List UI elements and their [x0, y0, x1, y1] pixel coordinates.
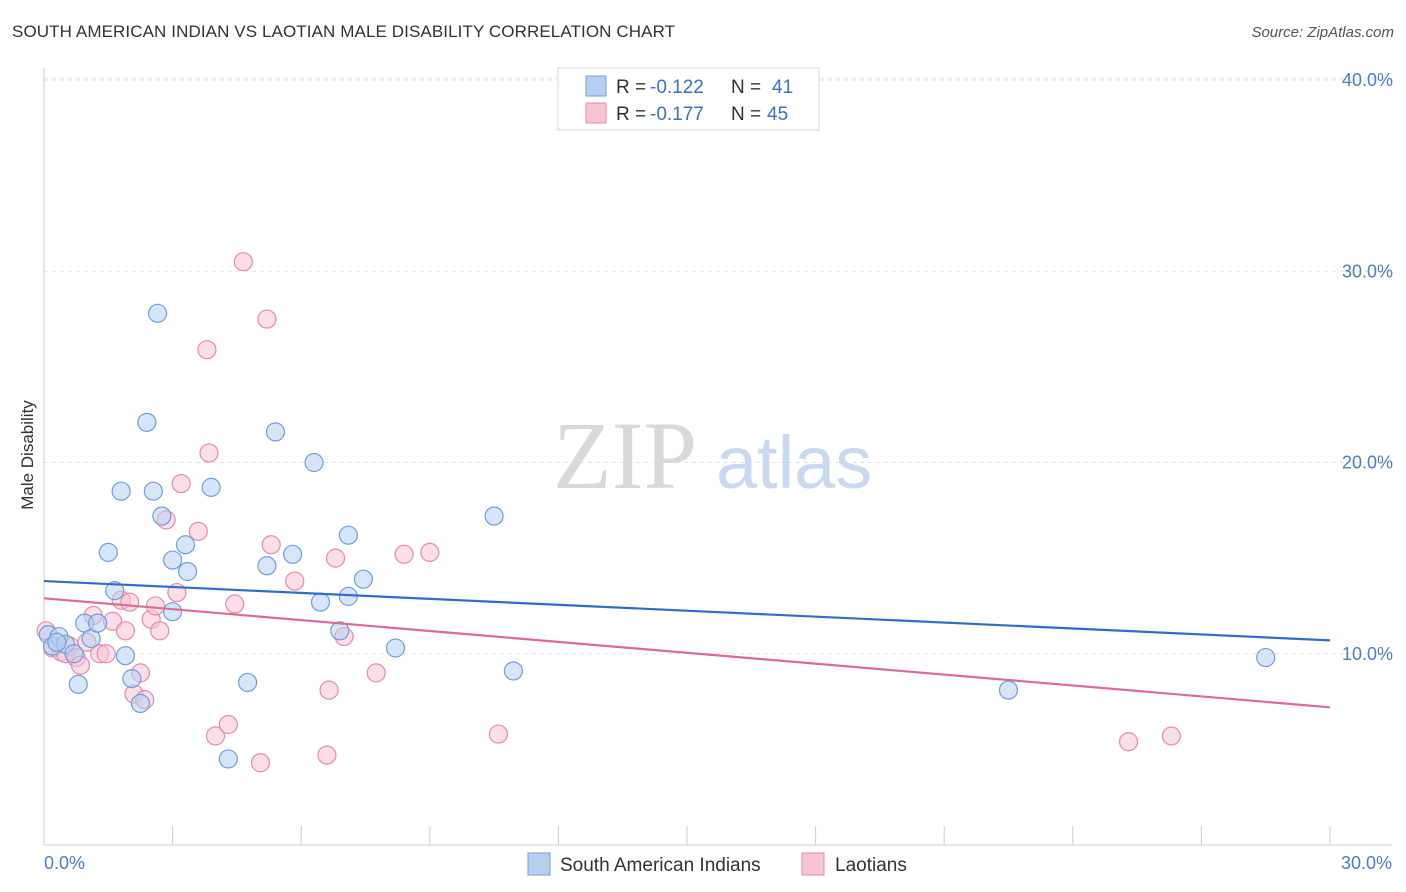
point-south-american-indians	[105, 581, 125, 601]
point-south-american-indians	[503, 661, 523, 681]
point-south-american-indians	[265, 422, 286, 442]
point-laotians	[325, 548, 346, 568]
point-laotians	[197, 340, 217, 360]
point-laotians	[225, 594, 245, 614]
legend-n-value-2: 45	[767, 104, 788, 125]
gridlines	[44, 77, 1392, 655]
point-south-american-indians	[330, 621, 350, 641]
legend-r-label-1: R =	[616, 77, 646, 98]
legend-n-value-1: 41	[772, 77, 793, 98]
y-tick-label-40: 40.0%	[1342, 70, 1393, 90]
point-laotians	[205, 726, 226, 746]
stats-legend: R = -0.122 N = 41 R = -0.177 N = 45	[557, 67, 820, 131]
point-south-american-indians	[130, 693, 151, 714]
scatter-points	[36, 252, 1276, 773]
y-tick-labels: 10.0% 20.0% 30.0% 40.0%	[1342, 70, 1393, 664]
series-legend: South American Indians Laotians	[527, 852, 907, 876]
point-south-american-indians	[385, 638, 406, 658]
point-south-american-indians	[1256, 647, 1276, 668]
point-south-american-indians	[111, 481, 131, 501]
series-legend-label-laotians: Laotians	[835, 855, 907, 876]
point-south-american-indians	[304, 452, 324, 473]
point-laotians	[188, 521, 208, 541]
point-south-american-indians	[47, 632, 67, 652]
legend-n-label-2: N =	[731, 104, 761, 125]
point-laotians	[171, 473, 191, 494]
legend-r-label-2: R =	[616, 104, 646, 125]
x-tick-marks	[43, 826, 1331, 845]
point-south-american-indians	[163, 602, 183, 622]
point-laotians	[1161, 726, 1181, 746]
legend-n-label-1: N =	[731, 77, 761, 98]
point-south-american-indians	[353, 569, 373, 589]
point-laotians	[420, 542, 440, 562]
point-laotians	[233, 252, 253, 272]
point-south-american-indians	[283, 544, 303, 564]
point-laotians	[115, 621, 136, 641]
point-south-american-indians	[257, 556, 277, 576]
x-tick-label-max: 30.0%	[1341, 853, 1392, 873]
y-axis-label: Male Disability	[18, 400, 37, 510]
point-south-american-indians	[238, 672, 258, 693]
point-south-american-indians	[175, 535, 196, 555]
point-laotians	[218, 714, 238, 735]
point-south-american-indians	[178, 561, 198, 582]
point-south-american-indians	[115, 646, 136, 666]
series-legend-swatch-blue	[527, 852, 551, 876]
y-tick-label-10: 10.0%	[1342, 644, 1393, 664]
trend-lines	[43, 579, 1331, 709]
trend-line-south-american-indians	[43, 579, 1331, 642]
point-south-american-indians	[64, 644, 84, 664]
x-tick-label-min: 0.0%	[44, 853, 85, 873]
point-laotians	[488, 724, 508, 744]
point-south-american-indians	[484, 506, 504, 526]
legend-swatch-pink	[585, 102, 607, 124]
point-laotians	[257, 309, 277, 329]
point-laotians	[96, 644, 116, 664]
point-south-american-indians	[147, 303, 168, 323]
y-tick-label-20: 20.0%	[1342, 453, 1393, 473]
watermark-zip: ZIP	[553, 402, 697, 509]
point-south-american-indians	[87, 613, 108, 633]
y-tick-label-30: 30.0%	[1342, 261, 1393, 281]
point-south-american-indians	[201, 477, 221, 497]
point-south-american-indians	[152, 506, 172, 526]
point-south-american-indians	[998, 680, 1019, 700]
point-laotians	[394, 544, 414, 564]
point-south-american-indians	[137, 412, 157, 432]
point-laotians	[199, 443, 219, 463]
watermark-atlas: atlas	[716, 421, 872, 504]
point-laotians	[150, 621, 170, 641]
trend-line-laotians	[43, 597, 1331, 709]
point-south-american-indians	[338, 525, 358, 545]
point-laotians	[366, 663, 386, 683]
point-laotians	[319, 680, 339, 700]
point-laotians	[261, 535, 281, 555]
point-south-american-indians	[122, 669, 142, 689]
series-legend-swatch-pink	[801, 852, 825, 876]
chart-title: SOUTH AMERICAN INDIAN VS LAOTIAN MALE DI…	[12, 22, 676, 41]
point-south-american-indians	[218, 749, 238, 769]
point-laotians	[1118, 732, 1139, 752]
point-south-american-indians	[68, 674, 88, 694]
point-laotians	[285, 571, 305, 591]
point-south-american-indians	[163, 550, 183, 570]
point-laotians	[120, 592, 140, 612]
point-laotians	[317, 745, 337, 765]
legend-r-value-1: -0.122	[650, 77, 704, 98]
point-south-american-indians	[310, 592, 331, 612]
series-legend-label-south-american-indians: South American Indians	[560, 855, 761, 876]
legend-swatch-blue	[585, 75, 607, 97]
point-laotians	[145, 596, 166, 616]
point-laotians	[250, 753, 271, 773]
legend-r-value-2: -0.177	[650, 104, 704, 125]
point-south-american-indians	[143, 481, 163, 501]
point-south-american-indians	[98, 542, 118, 562]
source-label: Source: ZipAtlas.com	[1251, 24, 1394, 41]
